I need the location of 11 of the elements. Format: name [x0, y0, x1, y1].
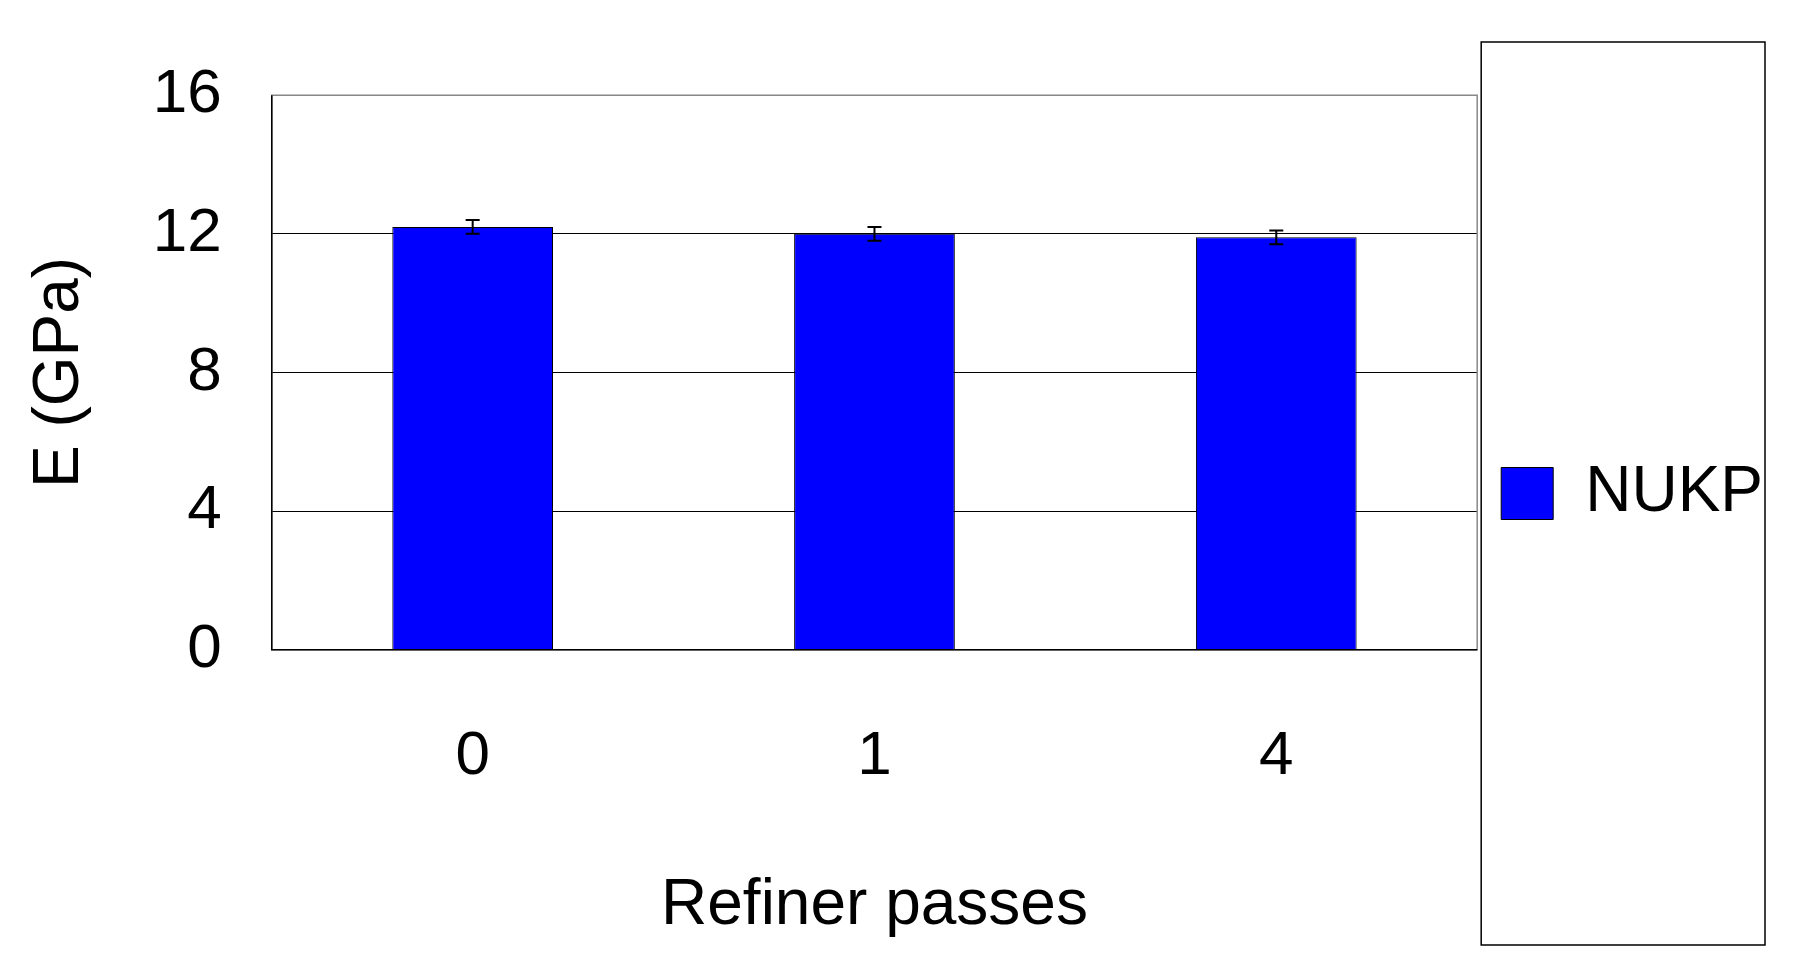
y-tick-label: 4 — [187, 472, 222, 542]
x-tick-label: 1 — [857, 718, 892, 788]
y-tick-label: 12 — [152, 194, 222, 264]
x-axis-title: Refiner passes — [661, 866, 1088, 939]
y-tick-label: 16 — [152, 56, 222, 126]
y-axis-title: E (GPa) — [20, 256, 93, 489]
y-tick-label: 8 — [187, 333, 222, 403]
x-tick-label: 0 — [455, 718, 490, 788]
x-tick-label: 4 — [1259, 718, 1294, 788]
legend-label: NUKP — [1585, 453, 1763, 526]
y-tick-label: 0 — [187, 610, 222, 680]
